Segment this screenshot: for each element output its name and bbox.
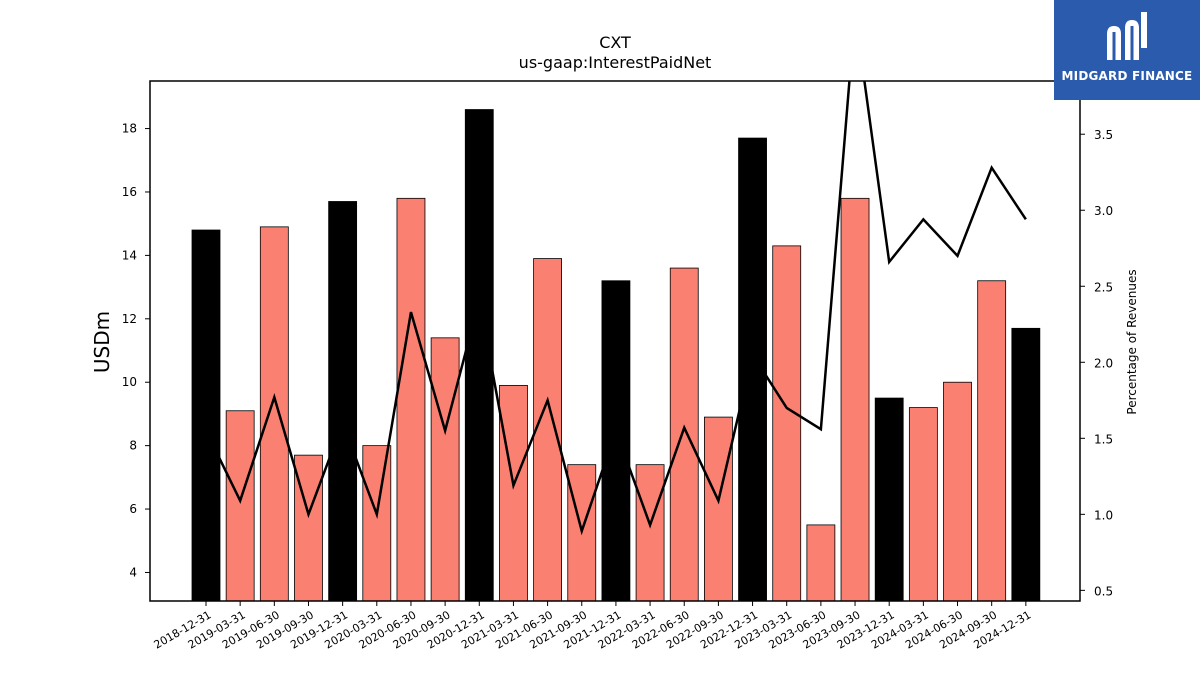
bars-group — [191, 109, 1041, 602]
y-tick-label: 6 — [129, 502, 137, 516]
bar — [1011, 327, 1041, 602]
y2-tick-label: 2.5 — [1094, 280, 1113, 294]
bar — [669, 267, 699, 602]
logo-text: MIDGARD FINANCE — [1061, 69, 1193, 83]
bar — [430, 337, 460, 602]
y-tick-label: 10 — [122, 375, 137, 389]
bar — [977, 280, 1007, 602]
y-axis-label: USDm — [90, 311, 114, 373]
y2-tick-label: 1.0 — [1094, 508, 1113, 522]
bar — [943, 381, 972, 602]
bar — [396, 197, 426, 602]
bar — [328, 201, 358, 602]
bar — [635, 464, 665, 602]
chart-subtitle: us-gaap:InterestPaidNet — [519, 53, 712, 72]
bar — [704, 416, 733, 602]
bar — [191, 229, 221, 602]
y-tick-label: 16 — [122, 185, 137, 199]
bar — [601, 280, 631, 602]
y-tick-label: 14 — [122, 248, 137, 262]
y2-tick-label: 2.0 — [1094, 356, 1113, 370]
bar — [806, 524, 836, 602]
y-tick-label: 4 — [129, 565, 137, 579]
series-line — [204, 81, 1027, 536]
bar — [772, 245, 802, 602]
y2-tick-label: 3.5 — [1094, 128, 1113, 142]
y2-tick-label: 0.5 — [1094, 584, 1113, 598]
y2-tick-label: 1.5 — [1094, 432, 1113, 446]
y2-tick-label: 3.0 — [1094, 204, 1113, 218]
y-tick-label: 8 — [129, 439, 137, 453]
bar — [225, 410, 255, 602]
bar — [362, 445, 392, 602]
brand-logo: MIDGARD FINANCE — [1054, 0, 1200, 100]
chart-title: CXT — [599, 33, 631, 52]
y-tick-label: 12 — [122, 312, 137, 326]
y2-axis-label: Percentage of Revenues — [1125, 269, 1139, 414]
bar — [840, 197, 870, 602]
line-group — [204, 81, 1027, 536]
bar — [259, 226, 289, 602]
y-tick-label: 18 — [122, 122, 137, 136]
logo-mark-icon — [1107, 12, 1147, 60]
bar — [533, 258, 562, 602]
bar — [499, 384, 528, 602]
plot-frame — [149, 80, 1081, 602]
bar — [874, 397, 904, 602]
bar — [908, 407, 938, 602]
